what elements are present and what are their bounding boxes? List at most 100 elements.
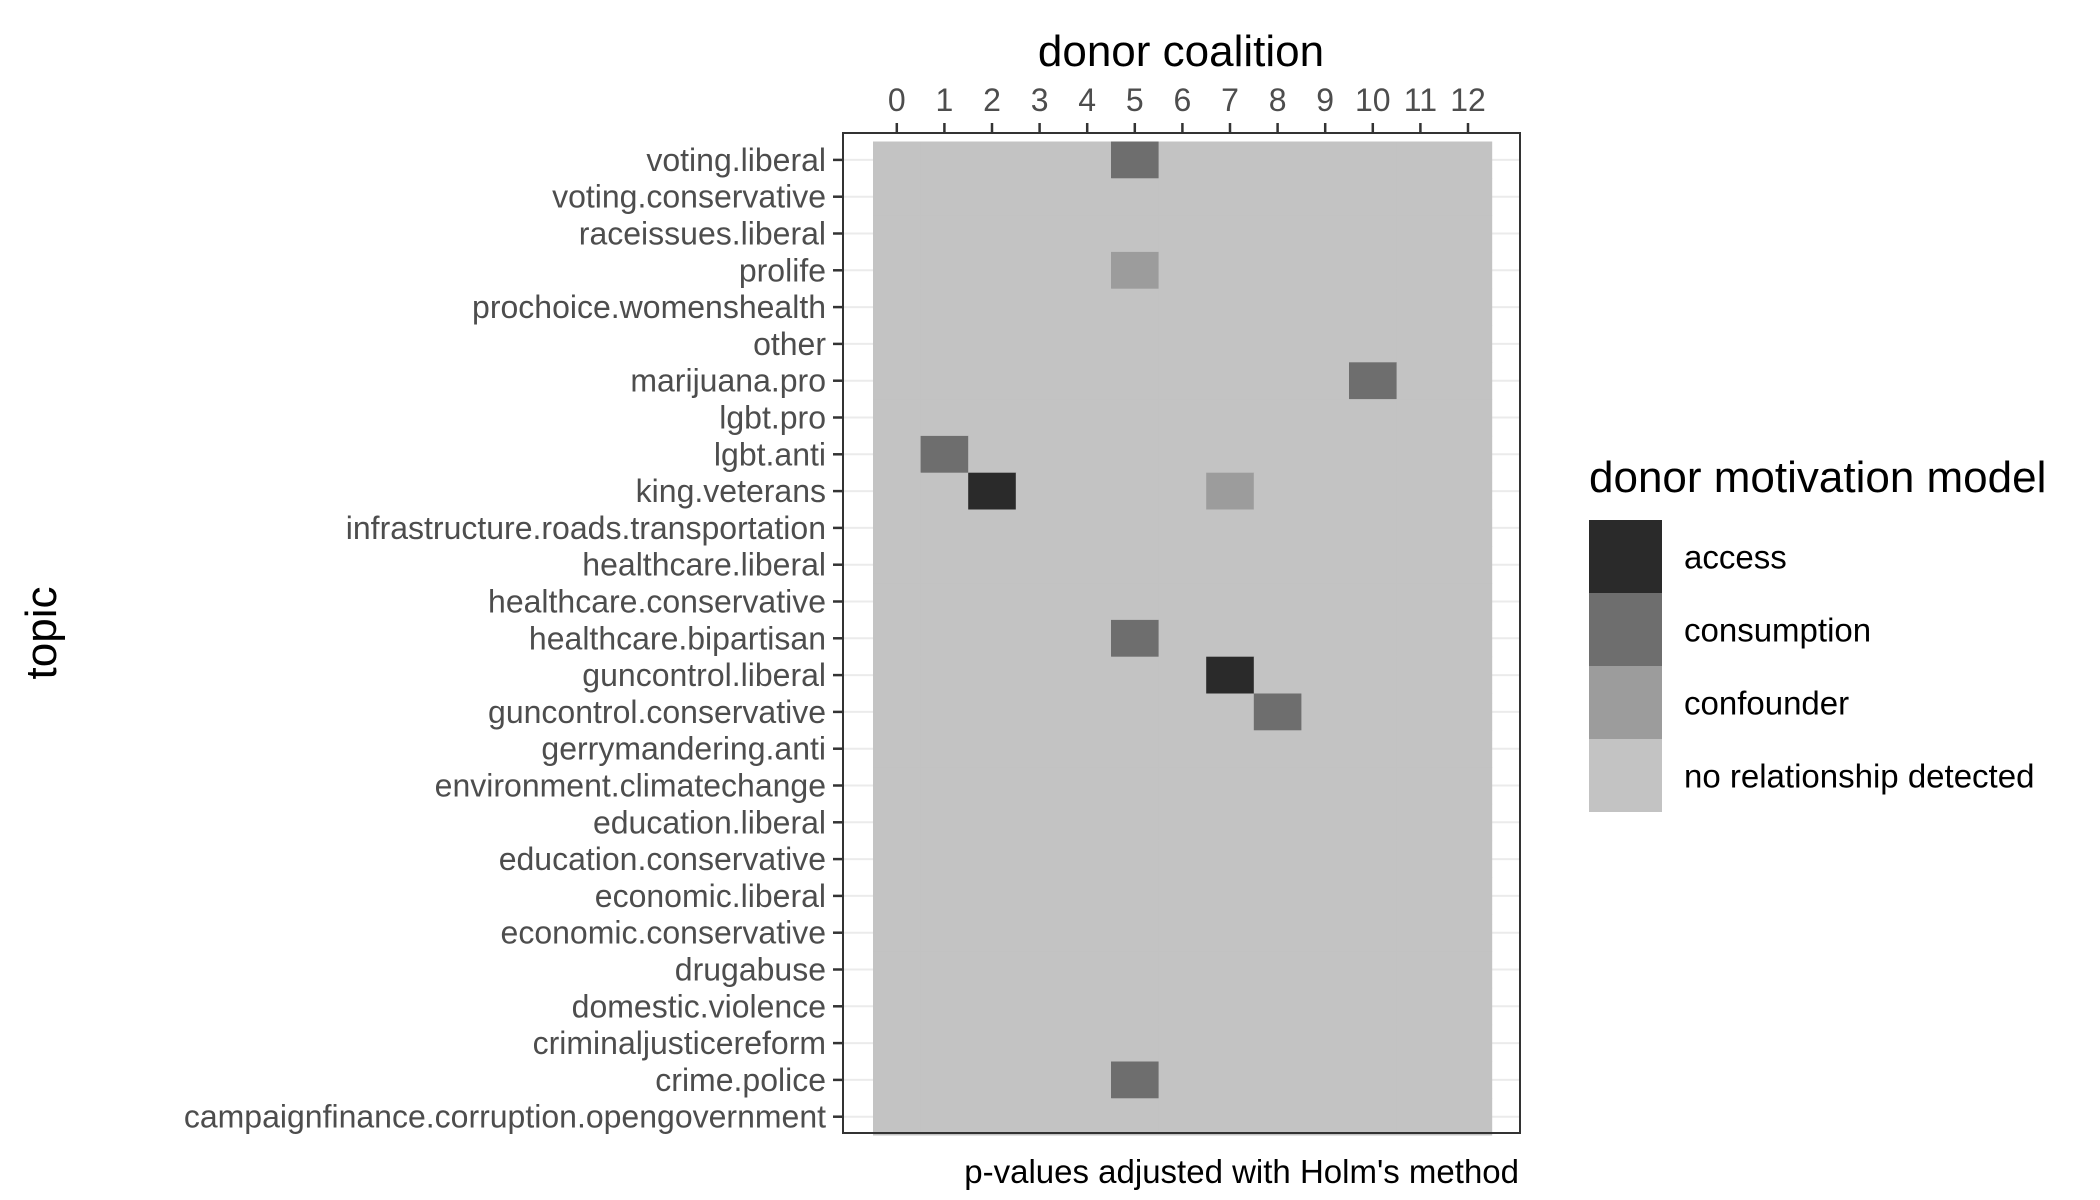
heatmap-cell-other-2 [968,325,1017,363]
heatmap-cell-healthcare-conservative-6 [1158,583,1207,621]
heatmap-cell-king-veterans-0 [873,472,921,510]
heatmap-cell-environment-climatechange-4 [1063,767,1112,805]
heatmap-cell-voting-liberal-8 [1253,141,1302,179]
heatmap-cell-guncontrol-liberal-0 [873,656,921,694]
heatmap-cell-lgbt-anti-9 [1301,435,1350,474]
heatmap-cell-voting-conservative-6 [1158,178,1207,216]
heatmap-cell-drugabuse-3 [1015,951,1064,989]
heatmap-cell-campaignfinance-corruption-opengovernment-12 [1444,1098,1493,1136]
heatmap-cell-healthcare-liberal-6 [1158,546,1207,584]
heatmap-cell-guncontrol-conservative-11 [1396,693,1445,731]
heatmap-cell-education-conservative-4 [1063,840,1112,878]
heatmap-cell-education-conservative-1 [920,840,969,878]
heatmap-cell-healthcare-conservative-3 [1015,583,1064,621]
legend-label-access: access [1684,539,1787,576]
heatmap-cell-domestic-violence-8 [1253,987,1302,1026]
heatmap-cell-lgbt-pro-1 [920,399,969,437]
heatmap-cell-marijuana-pro-11 [1396,362,1445,400]
heatmap-cell-voting-liberal-5 [1111,141,1159,179]
heatmap-cell-guncontrol-conservative-2 [968,693,1017,731]
heatmap-cell-infrastructure-roads-transportation-11 [1396,509,1445,547]
heatmap-cell-healthcare-conservative-8 [1253,583,1302,621]
heatmap-cell-drugabuse-6 [1158,951,1207,989]
y-tick-label: other [753,326,826,362]
heatmap-cell-campaignfinance-corruption-opengovernment-7 [1206,1098,1255,1136]
heatmap-cell-environment-climatechange-2 [968,767,1017,805]
heatmap-cell-economic-liberal-5 [1111,877,1159,915]
heatmap-cell-other-4 [1063,325,1112,363]
heatmap-cell-other-10 [1349,325,1397,363]
heatmap-cell-healthcare-liberal-5 [1111,546,1159,584]
heatmap-cell-lgbt-anti-4 [1063,435,1112,474]
heatmap-cell-king-veterans-2 [968,472,1017,510]
heatmap-cell-education-conservative-7 [1206,840,1255,878]
heatmap-cell-voting-conservative-9 [1301,178,1350,216]
heatmap-cell-raceissues-liberal-9 [1301,215,1350,253]
heatmap-cell-guncontrol-conservative-1 [920,693,969,731]
heatmap-cell-education-conservative-12 [1444,840,1493,878]
heatmap-cell-education-conservative-0 [873,840,921,878]
heatmap-cell-voting-liberal-0 [873,141,921,179]
heatmap-cell-guncontrol-liberal-4 [1063,656,1112,694]
heatmap-cell-other-9 [1301,325,1350,363]
heatmap-cell-guncontrol-conservative-5 [1111,693,1159,731]
heatmap-cell-healthcare-liberal-12 [1444,546,1493,584]
y-axis-title: topic [17,587,66,680]
heatmap-cell-healthcare-conservative-0 [873,583,921,621]
heatmap-cell-king-veterans-4 [1063,472,1112,510]
heatmap-cell-economic-conservative-7 [1206,914,1255,952]
heatmap-cell-economic-conservative-3 [1015,914,1064,952]
heatmap-cell-education-liberal-12 [1444,803,1493,842]
heatmap-cell-lgbt-anti-1 [920,435,969,474]
x-tick-label: 2 [983,82,1001,118]
heatmap-cell-healthcare-bipartisan-9 [1301,619,1350,658]
x-tick-label: 9 [1316,82,1334,118]
heatmap-cell-healthcare-conservative-9 [1301,583,1350,621]
heatmap-cell-voting-liberal-4 [1063,141,1112,179]
heatmap-cell-raceissues-liberal-2 [968,215,1017,253]
heatmap-cell-marijuana-pro-12 [1444,362,1493,400]
heatmap-cell-other-12 [1444,325,1493,363]
heatmap-cell-education-liberal-4 [1063,803,1112,842]
y-tick-label: lgbt.pro [719,400,826,436]
heatmap-cell-infrastructure-roads-transportation-8 [1253,509,1302,547]
x-tick-label: 10 [1355,82,1391,118]
heatmap-cell-king-veterans-5 [1111,472,1159,510]
y-tick-label: infrastructure.roads.transportation [346,510,826,546]
x-tick-label: 0 [888,82,906,118]
heatmap-cell-campaignfinance-corruption-opengovernment-11 [1396,1098,1445,1136]
heatmap-cell-economic-conservative-12 [1444,914,1493,952]
heatmap-cell-voting-conservative-10 [1349,178,1397,216]
heatmap-cell-gerrymandering-anti-10 [1349,730,1397,768]
heatmap-cell-guncontrol-conservative-7 [1206,693,1255,731]
heatmap-cell-prochoice-womenshealth-2 [968,288,1017,326]
heatmap-cell-prochoice-womenshealth-6 [1158,288,1207,326]
y-tick-label: prolife [739,252,826,288]
heatmap-cell-healthcare-conservative-4 [1063,583,1112,621]
heatmap-cell-drugabuse-12 [1444,951,1493,989]
heatmap-cell-guncontrol-conservative-10 [1349,693,1397,731]
heatmap-cell-campaignfinance-corruption-opengovernment-3 [1015,1098,1064,1136]
x-tick-label: 7 [1221,82,1239,118]
heatmap-cell-criminaljusticereform-9 [1301,1024,1350,1062]
heatmap-cell-prolife-3 [1015,251,1064,290]
y-tick-label: criminaljusticereform [533,1025,826,1061]
heatmap-cell-drugabuse-0 [873,951,921,989]
heatmap-cell-crime-police-2 [968,1061,1017,1099]
legend: donor motivation model access consumption… [1589,453,2046,812]
x-tick-label: 1 [936,82,954,118]
heatmap-cell-king-veterans-6 [1158,472,1207,510]
heatmap-cell-criminaljusticereform-2 [968,1024,1017,1062]
heatmap-cell-lgbt-pro-3 [1015,399,1064,437]
heatmap-cell-education-liberal-3 [1015,803,1064,842]
heatmap-cell-education-liberal-8 [1253,803,1302,842]
y-tick-label: domestic.violence [572,988,826,1024]
heatmap-cell-prolife-9 [1301,251,1350,290]
heatmap-cell-lgbt-anti-5 [1111,435,1159,474]
heatmap-cell-criminaljusticereform-0 [873,1024,921,1062]
heatmap-cell-domestic-violence-10 [1349,987,1397,1026]
legend-label-confounder: confounder [1684,685,1849,722]
heatmap-cell-prolife-2 [968,251,1017,290]
legend-label-no-relationship-detected: no relationship detected [1684,758,2034,795]
heatmap-cell-healthcare-conservative-2 [968,583,1017,621]
